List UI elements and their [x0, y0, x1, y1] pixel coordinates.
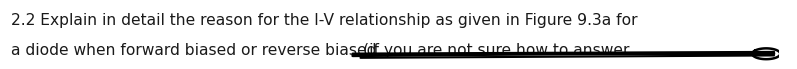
Text: 2.2 Explain in detail the reason for the I-V relationship as given in Figure 9.3: 2.2 Explain in detail the reason for the…	[11, 13, 638, 28]
Text: a diode when forward biased or reverse biased.: a diode when forward biased or reverse b…	[11, 43, 391, 58]
Text: (if you are not sure how to answer: (if you are not sure how to answer	[363, 43, 629, 58]
